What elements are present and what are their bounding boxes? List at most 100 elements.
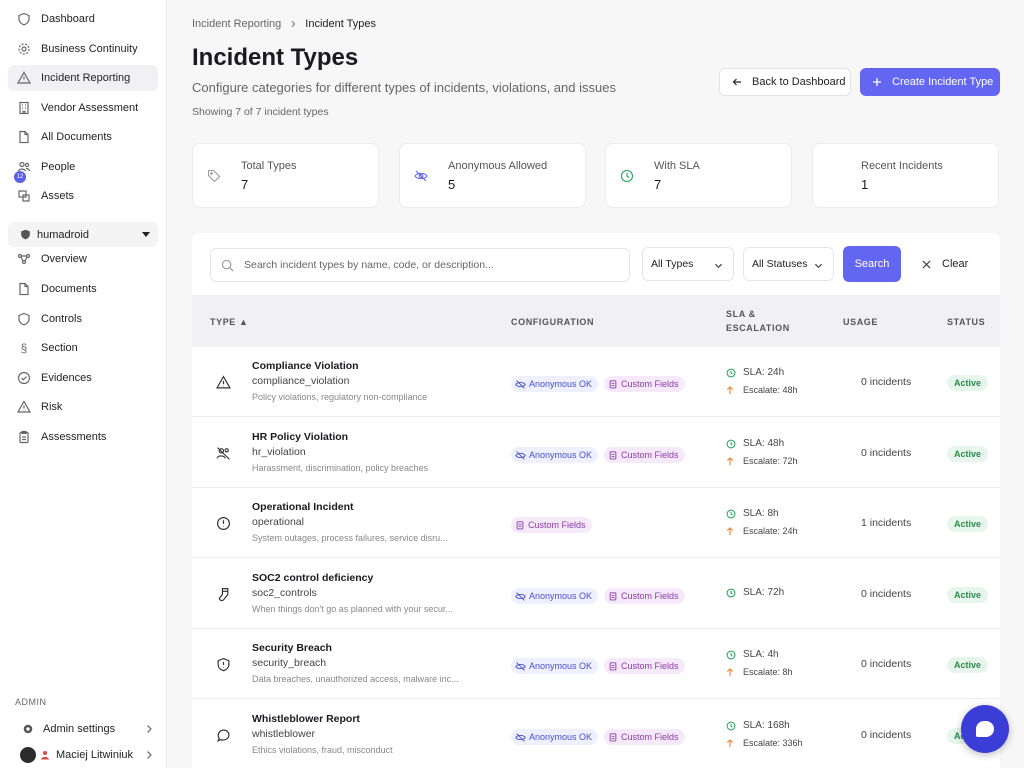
- sidebar-item-people[interactable]: People: [8, 154, 158, 180]
- clipboard-icon: [609, 451, 617, 460]
- sidebar-item-documents[interactable]: Documents: [8, 276, 158, 302]
- workspace-switcher[interactable]: humadroid: [8, 222, 158, 247]
- arrow-up-icon: [726, 526, 734, 535]
- type-name[interactable]: HR Policy Violation: [252, 431, 349, 443]
- chat-bubble-icon: [976, 721, 994, 737]
- sidebar-item-risk[interactable]: Risk: [8, 394, 158, 420]
- type-name[interactable]: SOC2 control deficiency: [252, 572, 374, 584]
- type-name[interactable]: Security Breach: [252, 642, 332, 654]
- sla-value: SLA: 24h: [726, 367, 784, 378]
- clock-icon: [726, 650, 736, 659]
- sidebar-item-dashboard[interactable]: Dashboard: [8, 6, 158, 32]
- search-placeholder: Search incident types by name, code, or …: [244, 259, 494, 271]
- arrow-up-icon: [726, 456, 734, 465]
- section-icon: §: [20, 341, 28, 355]
- create-incident-type-button[interactable]: Create Incident Type: [860, 68, 1000, 96]
- breadcrumb-parent[interactable]: Incident Reporting: [192, 18, 282, 30]
- status-filter-value: All Statuses: [752, 258, 808, 270]
- search-input[interactable]: Search incident types by name, code, or …: [210, 248, 630, 282]
- chat-icon: [216, 728, 231, 743]
- sidebar-item-label: Controls: [41, 313, 82, 325]
- configuration-tags: Anonymous OK Custom Fields: [511, 658, 685, 674]
- table-row[interactable]: Whistleblower Report whistleblower Ethic…: [192, 700, 1000, 768]
- create-button-label: Create Incident Type: [892, 76, 994, 88]
- back-to-dashboard-button[interactable]: Back to Dashboard: [719, 68, 851, 96]
- anonymous-ok-tag: Anonymous OK: [511, 588, 599, 604]
- sidebar-item-controls[interactable]: Controls: [8, 306, 158, 332]
- type-code: operational: [252, 516, 304, 528]
- chevron-right-icon: [289, 20, 297, 28]
- chat-launcher-button[interactable]: [961, 705, 1009, 753]
- type-description: Ethics violations, fraud, misconduct: [252, 745, 393, 755]
- sidebar-item-overview[interactable]: Overview: [8, 246, 158, 272]
- warning-icon: [17, 71, 31, 85]
- sidebar-item-label: Incident Reporting: [41, 72, 131, 84]
- type-description: When things don't go as planned with you…: [252, 604, 453, 614]
- table-row[interactable]: Security Breach security_breach Data bre…: [192, 629, 1000, 699]
- type-filter-select[interactable]: All Types: [642, 247, 734, 281]
- type-code: security_breach: [252, 657, 327, 669]
- table-row[interactable]: SOC2 control deficiency soc2_controls Wh…: [192, 559, 1000, 629]
- sla-text: SLA: 168h: [743, 720, 790, 731]
- anonymous-ok-label: Anonymous OK: [529, 591, 593, 601]
- user-x-icon: [216, 446, 231, 461]
- sla-value: SLA: 72h: [726, 587, 784, 598]
- sidebar-item-all-documents[interactable]: All Documents: [8, 124, 158, 150]
- sidebar-item-assessments[interactable]: Assessments: [8, 424, 158, 450]
- type-name[interactable]: Compliance Violation: [252, 360, 359, 372]
- user-menu[interactable]: Maciej Litwiniuk: [14, 744, 154, 766]
- anonymous-ok-label: Anonymous OK: [529, 661, 593, 671]
- table-row[interactable]: Compliance Violation compliance_violatio…: [192, 347, 1000, 417]
- clipboard-icon: [609, 380, 617, 389]
- stat-label: With SLA: [654, 160, 700, 172]
- workspace-shield-icon: [20, 229, 31, 240]
- sidebar-item-assets[interactable]: Assets: [8, 183, 158, 209]
- sla-value: SLA: 48h: [726, 438, 784, 449]
- gear-icon: [17, 42, 31, 56]
- sidebar-item-evidences[interactable]: Evidences: [8, 365, 158, 391]
- status-badge: Active: [947, 587, 989, 603]
- sidebar-item-incident-reporting[interactable]: Incident Reporting: [8, 65, 158, 91]
- usage-count: 1 incidents: [861, 517, 912, 529]
- breadcrumb: Incident Reporting Incident Types: [192, 18, 376, 30]
- clipboard-icon: [516, 521, 524, 530]
- sidebar-item-business-continuity[interactable]: Business Continuity: [8, 36, 158, 62]
- escalation-value: Escalate: 72h: [726, 456, 798, 466]
- custom-fields-tag: Custom Fields: [511, 517, 592, 533]
- search-button[interactable]: Search: [843, 246, 901, 282]
- sidebar-item-label: Vendor Assessment: [41, 102, 139, 114]
- clear-button-label: Clear: [942, 258, 969, 270]
- custom-fields-label: Custom Fields: [621, 732, 679, 742]
- usage-count: 0 incidents: [861, 588, 912, 600]
- chevron-right-icon: [144, 750, 154, 760]
- escalation-text: Escalate: 8h: [743, 667, 793, 677]
- clock-icon: [726, 509, 736, 518]
- clipboard-icon: [17, 430, 31, 444]
- column-header-type[interactable]: TYPE ▲: [210, 317, 249, 327]
- sidebar-item-label: Assessments: [41, 431, 107, 443]
- anonymous-ok-tag: Anonymous OK: [511, 447, 599, 463]
- tag-icon: [207, 169, 221, 183]
- assets-icon: [17, 189, 31, 203]
- shield-icon: [17, 12, 31, 26]
- status-filter-select[interactable]: All Statuses: [743, 247, 834, 281]
- type-name[interactable]: Whistleblower Report: [252, 713, 360, 725]
- custom-fields-tag: Custom Fields: [604, 447, 685, 463]
- clear-button[interactable]: Clear: [922, 255, 968, 273]
- table-row[interactable]: Operational Incident operational System …: [192, 488, 1000, 558]
- custom-fields-tag: Custom Fields: [604, 588, 685, 604]
- type-name[interactable]: Operational Incident: [252, 501, 354, 513]
- sidebar-item-section[interactable]: § Section: [8, 335, 158, 361]
- sidebar-item-vendor-assessment[interactable]: Vendor Assessment: [8, 95, 158, 121]
- overview-icon: [17, 252, 31, 266]
- column-header-sla-line2: ESCALATION: [726, 323, 790, 333]
- configuration-tags: Anonymous OK Custom Fields: [511, 447, 685, 463]
- anonymous-ok-label: Anonymous OK: [529, 450, 593, 460]
- table-row[interactable]: HR Policy Violation hr_violation Harassm…: [192, 418, 1000, 488]
- configuration-tags: Custom Fields: [511, 517, 592, 533]
- clock-icon: [726, 721, 736, 730]
- admin-settings-link[interactable]: Admin settings: [14, 718, 154, 740]
- status-badge: Active: [947, 657, 989, 673]
- escalation-value: Escalate: 8h: [726, 667, 793, 677]
- stat-label: Anonymous Allowed: [448, 160, 548, 172]
